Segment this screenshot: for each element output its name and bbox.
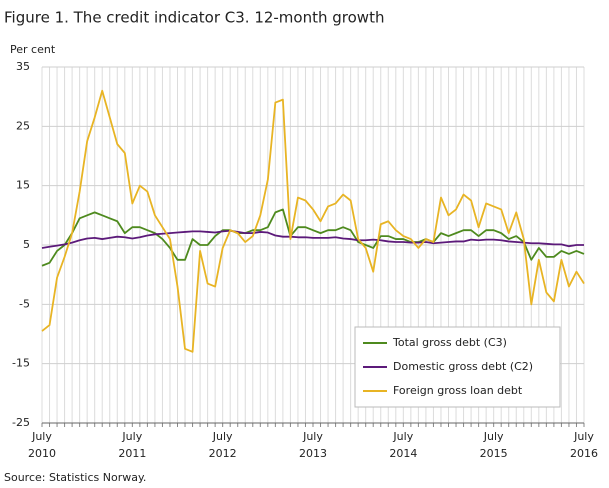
y-tick-label: 15 bbox=[16, 179, 30, 192]
x-tick-label: July 2010 bbox=[28, 430, 56, 460]
legend-label: Foreign gross loan debt bbox=[393, 384, 523, 397]
y-tick-label: -5 bbox=[19, 297, 30, 310]
y-tick-label: 35 bbox=[16, 60, 30, 73]
legend-box bbox=[354, 326, 561, 408]
x-tick-label: July 2012 bbox=[209, 430, 237, 460]
y-axis-label: Per cent bbox=[10, 43, 56, 56]
series-line bbox=[41, 208, 585, 267]
legend-label: Domestic gross debt (C2) bbox=[393, 360, 533, 373]
x-tick-label: July 2014 bbox=[389, 430, 417, 460]
series-line bbox=[41, 89, 585, 353]
x-tick-label: July 2016 bbox=[570, 430, 598, 460]
source-note: Source: Statistics Norway. bbox=[4, 471, 146, 484]
x-tick-label: July 2015 bbox=[480, 430, 508, 460]
chart-title: Figure 1. The credit indicator C3. 12-mo… bbox=[4, 9, 384, 27]
y-tick-label: 5 bbox=[23, 238, 30, 251]
y-tick-label: -25 bbox=[12, 416, 30, 429]
y-tick-label: -15 bbox=[12, 357, 30, 370]
series-line bbox=[41, 229, 584, 249]
x-tick-label: July 2011 bbox=[118, 430, 146, 460]
legend-label: Total gross debt (C3) bbox=[392, 336, 507, 349]
x-tick-label: July 2013 bbox=[299, 430, 327, 460]
y-tick-label: 25 bbox=[16, 119, 30, 132]
